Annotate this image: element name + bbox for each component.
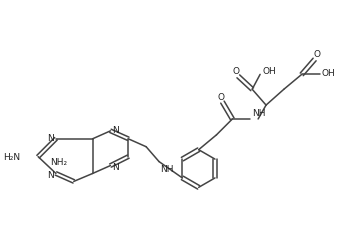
Text: H₂N: H₂N — [3, 152, 20, 161]
Text: O: O — [218, 92, 225, 101]
Text: OH: OH — [262, 67, 276, 76]
Text: N: N — [48, 134, 54, 143]
Text: NH₂: NH₂ — [50, 157, 68, 166]
Text: NH: NH — [160, 164, 173, 173]
Text: O: O — [233, 67, 240, 76]
Text: N: N — [112, 126, 119, 135]
Text: OH: OH — [321, 69, 335, 78]
Text: N: N — [112, 162, 119, 171]
Text: NH: NH — [252, 108, 266, 117]
Text: O: O — [313, 50, 320, 59]
Text: N: N — [48, 170, 54, 179]
